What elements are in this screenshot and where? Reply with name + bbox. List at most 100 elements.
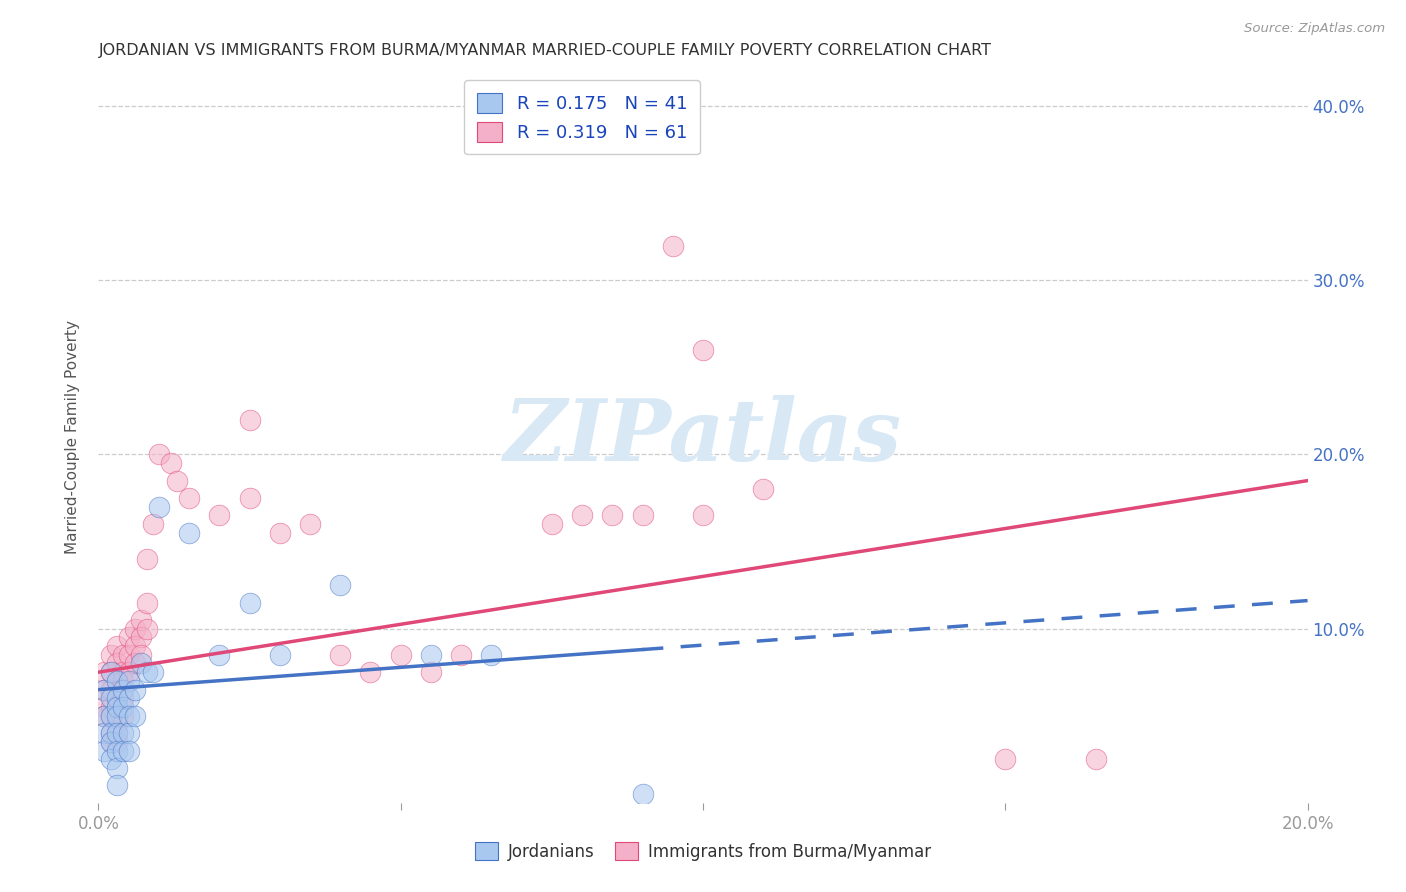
Point xyxy=(111,682,134,697)
Point xyxy=(111,726,134,740)
Point xyxy=(111,673,134,688)
Point xyxy=(752,483,775,497)
Point xyxy=(111,708,134,723)
Point xyxy=(420,648,443,662)
Point xyxy=(105,735,128,749)
Point xyxy=(100,708,122,723)
Point xyxy=(129,613,152,627)
Point xyxy=(329,648,352,662)
Point xyxy=(105,726,128,740)
Point xyxy=(100,682,122,697)
Point xyxy=(93,708,115,723)
Point xyxy=(105,708,128,723)
Point xyxy=(142,665,165,680)
Point xyxy=(299,517,322,532)
Point xyxy=(135,552,157,566)
Point xyxy=(93,665,115,680)
Point xyxy=(100,691,122,706)
Point xyxy=(142,517,165,532)
Point xyxy=(118,631,141,645)
Point xyxy=(239,412,262,426)
Point xyxy=(692,508,714,523)
Point xyxy=(239,491,262,505)
Point xyxy=(118,708,141,723)
Point xyxy=(105,691,128,706)
Point xyxy=(118,673,141,688)
Point xyxy=(118,665,141,680)
Point xyxy=(100,700,122,714)
Point xyxy=(105,639,128,653)
Legend: Jordanians, Immigrants from Burma/Myanmar: Jordanians, Immigrants from Burma/Myanma… xyxy=(468,836,938,868)
Text: JORDANIAN VS IMMIGRANTS FROM BURMA/MYANMAR MARRIED-COUPLE FAMILY POVERTY CORRELA: JORDANIAN VS IMMIGRANTS FROM BURMA/MYANM… xyxy=(98,43,991,58)
Point xyxy=(129,648,152,662)
Point xyxy=(1085,752,1108,766)
Point xyxy=(111,743,134,757)
Point xyxy=(329,578,352,592)
Point xyxy=(100,665,122,680)
Point xyxy=(93,700,115,714)
Y-axis label: Married-Couple Family Poverty: Married-Couple Family Poverty xyxy=(65,320,80,554)
Point xyxy=(105,761,128,775)
Point xyxy=(135,622,157,636)
Point xyxy=(420,665,443,680)
Point xyxy=(100,708,122,723)
Point xyxy=(239,595,262,609)
Point xyxy=(269,648,291,662)
Point xyxy=(631,787,654,801)
Point xyxy=(540,517,562,532)
Point xyxy=(118,691,141,706)
Point xyxy=(631,508,654,523)
Point xyxy=(124,708,146,723)
Point xyxy=(166,474,188,488)
Point xyxy=(692,343,714,357)
Point xyxy=(135,595,157,609)
Point xyxy=(100,735,122,749)
Point xyxy=(124,682,146,697)
Point xyxy=(111,691,134,706)
Point xyxy=(111,648,134,662)
Point xyxy=(118,648,141,662)
Point xyxy=(571,508,593,523)
Point xyxy=(661,238,683,252)
Point xyxy=(602,508,624,523)
Point xyxy=(105,700,128,714)
Point xyxy=(100,752,122,766)
Point xyxy=(111,665,134,680)
Point xyxy=(450,648,472,662)
Text: Source: ZipAtlas.com: Source: ZipAtlas.com xyxy=(1244,22,1385,36)
Point xyxy=(208,508,231,523)
Point xyxy=(105,726,128,740)
Point xyxy=(93,682,115,697)
Point xyxy=(179,525,201,540)
Point xyxy=(105,700,128,714)
Point xyxy=(360,665,382,680)
Text: ZIPatlas: ZIPatlas xyxy=(503,395,903,479)
Point xyxy=(100,665,122,680)
Point xyxy=(93,726,115,740)
Point xyxy=(160,456,183,470)
Point xyxy=(105,673,128,688)
Point xyxy=(105,778,128,792)
Point xyxy=(100,726,122,740)
Point xyxy=(148,500,170,514)
Point xyxy=(111,700,134,714)
Point xyxy=(105,691,128,706)
Point xyxy=(118,726,141,740)
Point xyxy=(93,682,115,697)
Point xyxy=(179,491,201,505)
Point xyxy=(389,648,412,662)
Point xyxy=(124,622,146,636)
Point xyxy=(269,525,291,540)
Point xyxy=(93,743,115,757)
Point xyxy=(135,665,157,680)
Point xyxy=(105,657,128,671)
Point xyxy=(129,657,152,671)
Point xyxy=(148,448,170,462)
Point xyxy=(105,717,128,731)
Point xyxy=(93,708,115,723)
Point xyxy=(129,631,152,645)
Point xyxy=(100,726,122,740)
Point xyxy=(105,743,128,757)
Point xyxy=(481,648,503,662)
Point xyxy=(208,648,231,662)
